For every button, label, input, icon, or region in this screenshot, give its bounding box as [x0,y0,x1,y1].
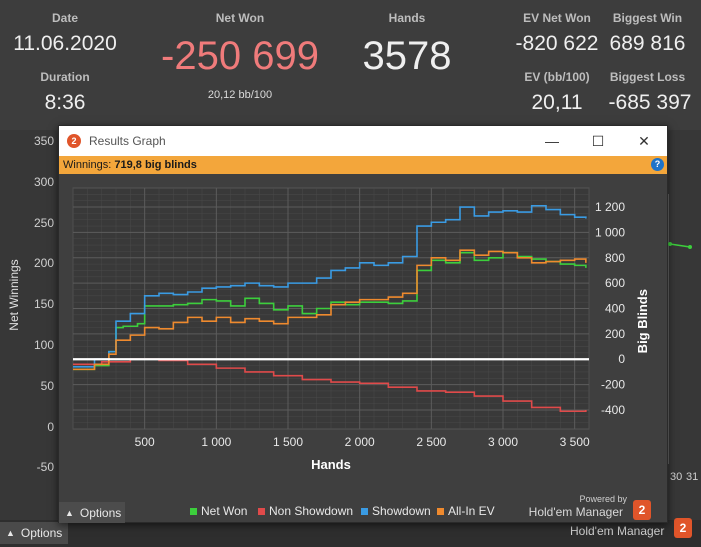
y-tick-label: -200 [601,378,625,392]
ev-net-won-label: EV Net Won [523,11,591,25]
chevron-up-icon: ▲ [6,528,15,538]
background-chart-right-edge [668,194,701,464]
net-won-value: -250 699 [161,34,319,78]
ev-net-won-value: -820 622 [515,32,599,55]
x-tick-label: 1 000 [201,435,231,449]
background-y-tick: 350 [33,134,54,148]
biggest-win-value: 689 816 [609,32,686,55]
chevron-up-icon: ▲ [65,507,74,518]
date-value: 11.06.2020 [13,32,117,55]
maximize-button[interactable]: ☐ [591,132,605,149]
ev-bb-value: 20,11 [531,91,583,114]
options-button[interactable]: ▲ Options [0,522,68,544]
net-won-label: Net Won [215,11,265,25]
results-graph-window: 2 Results Graph — ☐ ✕ Winnings: 719,8 bi… [58,125,668,523]
net-won-bb-per-100: 20,12 bb/100 [207,89,273,101]
background-series-point [668,242,672,246]
brand-name: Hold'em Manager [570,524,665,538]
series-line-all-in-ev [73,249,587,371]
background-series-segment [669,243,691,248]
background-x-tick: 31 [686,471,699,483]
background-series-point [688,245,692,249]
background-y-tick: 0 [47,419,54,434]
graph-options-label: Options [79,505,122,520]
legend-item[interactable]: Net Won [190,504,247,518]
background-x-tick: 30 [670,471,683,483]
y-axis-title: Big Blinds [635,289,650,353]
hands-value: 3578 [362,34,452,78]
y-tick-label: 1 200 [595,200,625,214]
legend-swatch [190,507,197,515]
background-y-tick: 200 [33,256,54,271]
legend-label: Non Showdown [269,504,354,518]
y-tick-label: 0 [618,352,625,366]
powered-brand-name: Hold'em Manager [528,505,623,519]
date-label: Date [51,11,78,25]
hm2-app-icon: 2 [67,134,81,148]
x-tick-label: 1 500 [273,435,303,449]
legend-label: Showdown [372,504,431,518]
background-y-axis-label: Net Winnings [7,259,21,331]
legend-item[interactable]: Non Showdown [258,504,353,518]
background-y-tick: 250 [33,215,54,230]
legend-label: All-In EV [448,504,495,518]
winnings-label: Winnings: [63,159,112,171]
background-y-tick: 100 [33,338,54,352]
y-tick-label: 1 000 [595,225,625,239]
minimize-button[interactable]: — [545,133,559,149]
duration-value: 8:36 [44,91,86,114]
background-y-tick: -50 [36,460,54,475]
legend-swatch [258,507,265,515]
y-tick-label: 400 [605,302,625,316]
x-tick-label: 3 500 [560,435,590,449]
duration-label: Duration [40,70,90,84]
biggest-win-label: Biggest Win [612,11,683,25]
background-y-tick: 150 [33,297,54,312]
bottom-status-bar [0,520,701,547]
ev-bb-label: EV (bb/100) [524,70,590,84]
hm2-logo-icon: 2 [674,518,692,538]
biggest-loss-value: -685 397 [608,91,692,114]
y-tick-label: -400 [601,403,625,417]
window-title: Results Graph [89,134,166,148]
background-series-fragment [668,242,692,249]
x-axis-title: Hands [311,457,351,472]
graph-options-button[interactable]: ▲ Options [59,502,125,523]
legend-swatch [437,507,444,515]
x-tick-label: 2 500 [416,435,446,449]
options-label: Options [20,526,63,540]
biggest-loss-label: Biggest Loss [609,70,686,84]
hands-label: Hands [388,11,426,25]
legend-item[interactable]: All-In EV [437,504,495,518]
session-stats-panel: Date 11.06.2020 Duration 8:36 Net Won -2… [0,0,701,130]
legend-item[interactable]: Showdown [361,504,431,518]
powered-by-label: Powered by [579,494,627,504]
winnings-value: 719,8 big blinds [114,159,197,171]
x-tick-label: 500 [135,435,155,449]
x-tick-label: 2 000 [345,435,375,449]
x-tick-label: 3 000 [488,435,518,449]
hm2-logo-icon: 2 [633,500,651,520]
y-tick-label: 800 [605,251,625,265]
results-line-chart: 500 1 000 1 500 2 000 2 500 3 000 3 500 1 200 1 … [72,187,650,472]
window-titlebar[interactable]: 2 Results Graph — ☐ ✕ [59,126,667,156]
legend-swatch [361,507,368,515]
legend-label: Net Won [201,504,248,518]
y-tick-label: 600 [605,276,625,290]
winnings-summary-bar: Winnings: 719,8 big blinds ? [59,156,667,174]
background-y-tick: 300 [33,174,54,189]
close-button[interactable]: ✕ [638,132,650,149]
background-y-tick: 50 [40,378,54,393]
y-tick-label: 200 [605,327,625,341]
help-icon[interactable]: ? [651,158,664,171]
series-line-non-showdown [73,358,587,413]
series-line-showdown [73,204,587,368]
